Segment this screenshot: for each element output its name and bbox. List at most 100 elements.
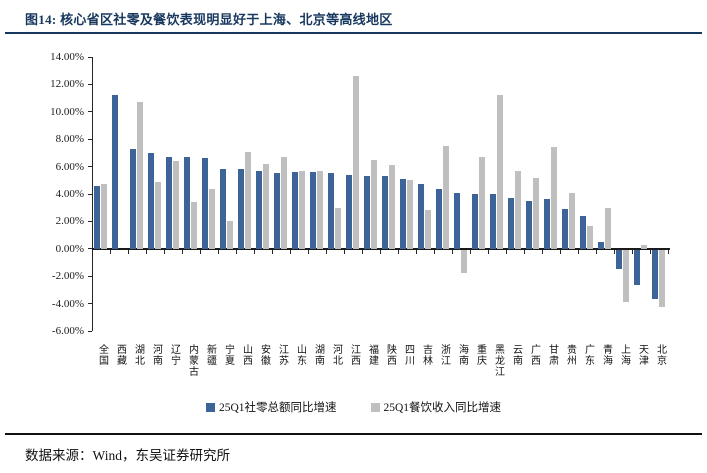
bar-catering-河南: [154, 181, 161, 249]
bar-retail-江苏: [274, 173, 281, 249]
x-axis-tick: [308, 249, 309, 254]
x-axis-tick: [182, 249, 183, 254]
bar-retail-内蒙古: [184, 157, 191, 249]
y-axis-tick: [88, 83, 92, 85]
x-axis-label: 湖北: [132, 344, 144, 366]
bar-retail-江西: [346, 174, 353, 249]
bar-retail-浙江: [436, 188, 443, 249]
bar-retail-湖北: [130, 148, 137, 249]
x-axis-label: 贵州: [564, 344, 576, 366]
y-axis-label: -4.00%: [51, 297, 84, 310]
legend-item-retail: 25Q1社零总额同比增速: [205, 399, 337, 415]
x-axis-label: 江苏: [276, 344, 288, 366]
bar-retail-陕西: [382, 176, 389, 249]
bar-retail-福建: [364, 176, 371, 249]
y-axis-tick: [88, 248, 92, 250]
x-axis-label: 江西: [348, 344, 360, 366]
x-axis-label: 全国: [96, 344, 108, 366]
bar-catering-广西: [532, 177, 539, 249]
bar-catering-湖北: [136, 102, 143, 249]
x-axis-tick: [632, 249, 633, 254]
bar-catering-江西: [352, 76, 359, 249]
x-axis-label: 广东: [582, 344, 594, 366]
x-axis-tick: [650, 249, 651, 254]
bar-retail-辽宁: [166, 157, 173, 249]
x-axis-label: 云南: [510, 344, 522, 366]
y-axis-label: 6.00%: [55, 160, 84, 173]
legend-label-catering: 25Q1餐饮收入同比增速: [383, 402, 502, 414]
bar-retail-山东: [292, 172, 299, 249]
x-axis-label: 湖南: [312, 344, 324, 366]
x-axis-tick: [398, 249, 399, 254]
bar-catering-青海: [604, 207, 611, 249]
bar-retail-上海: [616, 249, 623, 269]
x-axis-tick: [344, 249, 345, 254]
bar-catering-广东: [586, 225, 593, 249]
x-axis-tick: [524, 249, 525, 254]
bar-retail-河北: [328, 173, 335, 249]
x-axis-label: 河北: [330, 344, 342, 366]
x-axis-label: 内蒙古: [186, 344, 198, 377]
x-axis-label: 河南: [150, 344, 162, 366]
x-axis-tick: [362, 249, 363, 254]
x-axis-label: 广西: [528, 344, 540, 366]
legend-swatch-catering: [370, 402, 380, 412]
x-axis-tick: [272, 249, 273, 254]
y-axis-tick: [88, 138, 92, 140]
x-axis-tick: [560, 249, 561, 254]
bar-retail-西藏: [112, 95, 119, 249]
legend-swatch-retail: [205, 402, 215, 412]
bar-catering-全国: [100, 184, 107, 249]
bar-retail-安徽: [256, 170, 263, 249]
bar-retail-山西: [238, 169, 245, 249]
bar-catering-上海: [622, 249, 629, 302]
x-axis-tick: [218, 249, 219, 254]
x-axis-tick: [668, 249, 669, 254]
bar-retail-重庆: [472, 194, 479, 249]
x-axis-label: 重庆: [474, 344, 486, 366]
x-axis-tick: [92, 249, 93, 254]
x-axis-label: 福建: [366, 344, 378, 366]
x-axis-label: 北京: [654, 344, 666, 366]
x-axis-tick: [380, 249, 381, 254]
figure-title: 图14: 核心省区社零及餐饮表现明显好于上海、北京等高线地区: [25, 12, 393, 27]
bar-retail-甘肃: [544, 199, 551, 249]
bar-retail-宁夏: [220, 169, 227, 249]
y-axis-label: -2.00%: [51, 270, 84, 283]
legend-item-catering: 25Q1餐饮收入同比增速: [370, 399, 502, 415]
y-axis-label: 0.00%: [55, 242, 84, 255]
x-axis-label: 黑龙江: [492, 344, 504, 377]
bar-retail-天津: [634, 249, 641, 286]
x-axis-label: 陕西: [384, 344, 396, 366]
x-axis-line: [92, 247, 670, 250]
y-axis-tick: [88, 111, 92, 113]
bar-catering-山东: [298, 170, 305, 249]
x-axis-tick: [614, 249, 615, 254]
x-axis-tick: [254, 249, 255, 254]
y-axis-label: 8.00%: [55, 133, 84, 146]
y-axis-label: 14.00%: [50, 51, 84, 63]
bar-catering-北京: [658, 249, 665, 308]
x-axis-label: 浙江: [438, 344, 450, 366]
x-axis-label: 新疆: [204, 344, 216, 366]
bar-catering-重庆: [478, 157, 485, 249]
bar-catering-福建: [370, 159, 377, 249]
x-axis-tick: [128, 249, 129, 254]
x-axis-label: 山东: [294, 344, 306, 366]
y-axis-tick: [88, 275, 92, 277]
bar-retail-云南: [508, 198, 515, 249]
x-axis-label: 天津: [636, 344, 648, 366]
x-axis-label: 西藏: [114, 344, 126, 366]
y-axis-tick: [88, 303, 92, 305]
y-axis-tick: [88, 193, 92, 195]
x-axis-label: 宁夏: [222, 344, 234, 366]
bar-catering-海南: [460, 249, 467, 274]
x-axis-tick: [164, 249, 165, 254]
y-axis-label: 2.00%: [55, 215, 84, 228]
x-axis-tick: [110, 249, 111, 254]
title-divider: [5, 32, 702, 34]
bar-catering-黑龙江: [496, 95, 503, 249]
bar-catering-四川: [406, 180, 413, 249]
x-axis-label: 山西: [240, 344, 252, 366]
bar-retail-青海: [598, 241, 605, 249]
